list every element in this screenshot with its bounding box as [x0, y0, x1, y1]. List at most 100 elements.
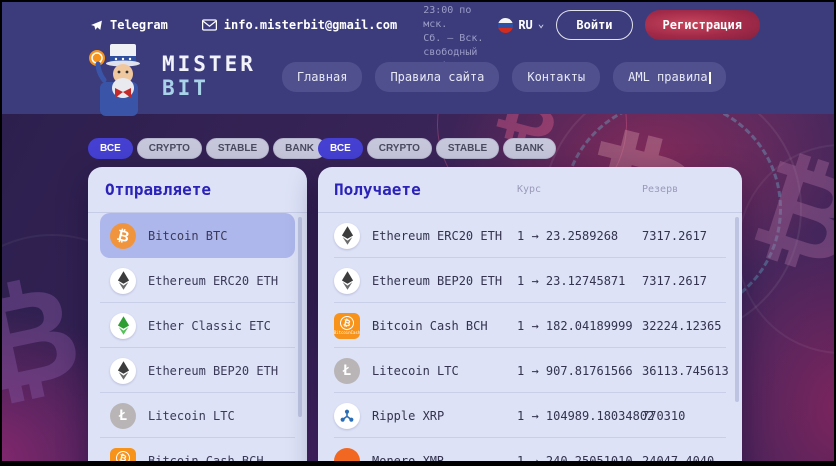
brand-line1: MISTER — [162, 52, 256, 76]
receive-panel: Получаете Курс Резерв Ethereum ERC20 ETH… — [318, 167, 742, 461]
telegram-label: Telegram — [110, 18, 168, 32]
text-cursor — [708, 71, 711, 84]
hours-line1: Пн. — Пт. с 10:00 до 23:00 по мск. — [423, 5, 472, 30]
filter-all[interactable]: ВСЕ — [88, 138, 133, 159]
btc-glyph: ₿ — [114, 225, 132, 246]
ripple-icon — [334, 402, 360, 429]
filter-crypto[interactable]: CRYPTO — [136, 138, 202, 159]
reserve-value: 7317.2617 — [642, 273, 708, 288]
ethereum-icon — [334, 267, 360, 294]
reserve-value: 32224.12365 — [642, 318, 722, 333]
send-item-ltc[interactable]: Ł Litecoin LTC — [100, 393, 295, 438]
coin-name: Ripple XRP — [372, 408, 445, 423]
bch-glyph: ₿ — [114, 449, 132, 461]
brand-line2: BIT — [162, 76, 209, 100]
coin-name: Ethereum ERC20 ETH — [372, 228, 503, 243]
telegram-icon — [91, 20, 102, 30]
login-button[interactable]: Войти — [556, 10, 633, 40]
chevron-down-icon: ⌄ — [537, 17, 545, 30]
filter-all[interactable]: ВСЕ — [318, 138, 363, 159]
send-panel-title: Отправляете — [105, 180, 211, 199]
brand-name: MISTER BIT — [162, 53, 256, 101]
coin-name: Litecoin LTC — [372, 363, 459, 378]
nav-contacts[interactable]: Контакты — [512, 62, 601, 92]
rate-value: 1 → 23.2589268 — [517, 228, 619, 243]
filter-bank[interactable]: BANK — [503, 138, 557, 159]
nav-home[interactable]: Главная — [281, 62, 363, 92]
coin-name: Monero XMR — [372, 453, 445, 462]
filter-stable[interactable]: STABLE — [435, 138, 500, 159]
send-item-eth-bep20[interactable]: Ethereum BEP20 ETH — [100, 348, 295, 393]
ethereum-icon — [334, 222, 360, 249]
receive-row-xmr[interactable]: Monero XMR 1 → 240.25051010 24047.4040 — [318, 438, 742, 461]
email-label: info.misterbit@gmail.com — [223, 18, 398, 32]
receive-row-bch[interactable]: ₿ BitcoinCash Bitcoin Cash BCH 1 → 182.0… — [318, 303, 742, 348]
receive-list-scrollbar[interactable] — [735, 217, 739, 402]
bitcoin-cash-icon: ₿ BitcoinCash — [334, 312, 360, 339]
rate-column-header: Курс — [517, 184, 542, 195]
reserve-value: 770310 — [642, 408, 686, 423]
nav-rules[interactable]: Правила сайта — [375, 62, 500, 92]
receive-row-ltc[interactable]: Ł Litecoin LTC 1 → 907.81761566 36113.74… — [318, 348, 742, 393]
ether-classic-icon — [110, 312, 136, 339]
nav-aml[interactable]: AML правила — [613, 62, 726, 92]
language-selector[interactable]: RU ⌄ — [498, 17, 545, 33]
coin-name: Bitcoin Cash BCH — [372, 318, 488, 333]
rate-value: 1 → 104989.18034802 — [517, 408, 655, 423]
contact-row: Telegram info.misterbit@gmail.com Пн. — … — [2, 2, 834, 72]
receive-panel-header: Получаете Курс Резерв — [318, 167, 742, 213]
coin-name: Ether Classic ETC — [148, 318, 271, 333]
rate-value: 1 → 182.04189999 — [517, 318, 633, 333]
receive-filter-chips: ВСЕ CRYPTO STABLE BANK — [318, 138, 557, 159]
bitcoin-cash-icon: ₿ BitcoinCash — [110, 447, 136, 461]
receive-row-xrp[interactable]: Ripple XRP 1 → 104989.18034802 770310 — [318, 393, 742, 438]
coin-name: Ethereum ERC20 ETH — [148, 273, 279, 288]
ethereum-icon — [110, 267, 136, 294]
ethereum-icon — [110, 357, 136, 384]
send-item-etc[interactable]: Ether Classic ETC — [100, 303, 295, 348]
ltc-glyph: Ł — [342, 362, 352, 379]
send-item-bch[interactable]: ₿ BitcoinCash Bitcoin Cash BCH — [100, 438, 295, 461]
reserve-value: 24047.4040 — [642, 453, 715, 462]
language-label: RU — [518, 18, 533, 32]
send-item-eth-erc20[interactable]: Ethereum ERC20 ETH — [100, 258, 295, 303]
bch-label: BitcoinCash — [334, 330, 360, 335]
send-filter-chips: ВСЕ CRYPTO STABLE BANK — [88, 138, 327, 159]
header: Telegram info.misterbit@gmail.com Пн. — … — [2, 2, 834, 116]
coin-name: Bitcoin BTC — [148, 228, 228, 243]
bitcoin-icon: ₿ — [110, 222, 136, 249]
coin-name: Ethereum BEP20 ETH — [372, 273, 503, 288]
reserve-value: 7317.2617 — [642, 228, 708, 243]
coin-name: Litecoin LTC — [148, 408, 235, 423]
register-button[interactable]: Регистрация — [644, 10, 760, 40]
rate-value: 1 → 23.12745871 — [517, 273, 626, 288]
receive-row-eth-bep20[interactable]: Ethereum BEP20 ETH 1 → 23.12745871 7317.… — [318, 258, 742, 303]
rate-value: 1 → 907.81761566 — [517, 363, 633, 378]
main-nav: Главная Правила сайта Контакты AML прави… — [281, 62, 726, 92]
send-panel-header: Отправляете — [88, 167, 307, 213]
receive-row-eth-erc20[interactable]: Ethereum ERC20 ETH 1 → 23.2589268 7317.2… — [318, 213, 742, 258]
bch-glyph: ₿ — [338, 314, 356, 332]
send-list-scrollbar[interactable] — [298, 217, 302, 417]
monero-icon — [334, 447, 360, 461]
litecoin-icon: Ł — [334, 357, 360, 384]
russian-flag-icon — [498, 17, 514, 33]
filter-crypto[interactable]: CRYPTO — [366, 138, 432, 159]
filter-stable[interactable]: STABLE — [205, 138, 270, 159]
coin-name: Ethereum BEP20 ETH — [148, 363, 279, 378]
header-tools: RU ⌄ Войти Регистрация — [498, 10, 760, 40]
email-icon — [201, 19, 217, 31]
ltc-glyph: Ł — [118, 407, 128, 424]
reserve-column-header: Резерв — [642, 184, 679, 195]
email-link[interactable]: info.misterbit@gmail.com — [201, 18, 398, 32]
telegram-link[interactable]: Telegram — [90, 18, 168, 32]
uncle-sam-logo[interactable] — [86, 42, 152, 116]
send-panel: Отправляете ₿ Bitcoin BTC Ethereum ERC20… — [88, 167, 307, 461]
litecoin-icon: Ł — [110, 402, 136, 429]
receive-panel-title: Получаете — [334, 180, 421, 199]
send-item-btc[interactable]: ₿ Bitcoin BTC — [100, 213, 295, 258]
rate-value: 1 → 240.25051010 — [517, 453, 633, 462]
logo-row: MISTER BIT Главная Правила сайта Контакт… — [2, 44, 834, 116]
